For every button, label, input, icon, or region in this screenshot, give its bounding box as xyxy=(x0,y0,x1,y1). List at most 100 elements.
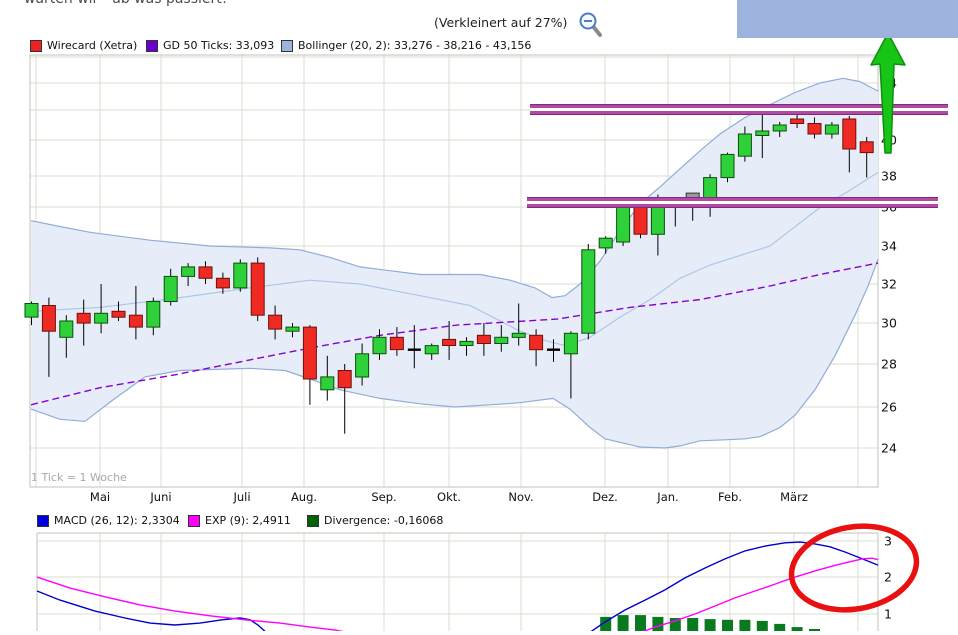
clipped-forum-title: warten wir - ab was passiert! xyxy=(24,0,324,7)
svg-text:24: 24 xyxy=(881,441,897,456)
svg-text:Mai: Mai xyxy=(90,490,110,504)
svg-text:2: 2 xyxy=(884,570,892,585)
candle xyxy=(424,345,439,355)
macd-grid xyxy=(36,532,879,631)
wirecard-swatch-icon xyxy=(30,39,42,52)
candle xyxy=(268,314,283,330)
candle xyxy=(511,332,526,338)
candle xyxy=(24,303,39,318)
highlight-rectangle xyxy=(737,0,958,38)
svg-text:Feb.: Feb. xyxy=(718,490,742,504)
svg-text:Jan.: Jan. xyxy=(656,490,678,504)
svg-text:30: 30 xyxy=(881,316,897,331)
candle xyxy=(476,334,491,344)
tick-resolution-note: 1 Tick = 1 Woche xyxy=(31,471,127,484)
candle xyxy=(633,204,648,235)
doji-candle xyxy=(547,348,560,351)
candle xyxy=(146,301,161,328)
candle xyxy=(842,118,857,150)
svg-text:28: 28 xyxy=(881,357,897,372)
resistance-line xyxy=(527,197,938,208)
svg-text:Dez.: Dez. xyxy=(592,490,618,504)
candle xyxy=(650,206,665,235)
candle xyxy=(181,266,196,277)
legend-item-exp: EXP (9): 2,4911 xyxy=(188,514,291,527)
svg-text:Aug.: Aug. xyxy=(291,490,317,504)
candle xyxy=(302,326,317,380)
macd-swatch-icon xyxy=(37,514,49,527)
candle xyxy=(389,336,404,351)
candle xyxy=(111,310,126,318)
svg-text:26: 26 xyxy=(881,400,897,415)
candle xyxy=(859,141,874,154)
candle xyxy=(233,262,248,289)
gd50-swatch-icon xyxy=(146,39,158,52)
svg-text:1: 1 xyxy=(884,607,892,622)
svg-text:34: 34 xyxy=(881,239,897,254)
candle xyxy=(198,266,213,279)
candle xyxy=(807,123,822,135)
candle xyxy=(41,305,56,332)
candle xyxy=(824,124,839,135)
svg-text:38: 38 xyxy=(881,169,897,184)
legend-item-bollinger: Bollinger (20, 2): 33,276 - 38,216 - 43,… xyxy=(281,39,531,52)
candle xyxy=(616,204,631,243)
divergence-swatch-icon xyxy=(307,514,319,527)
candle xyxy=(598,237,613,249)
candle xyxy=(772,124,787,132)
zoom-level-note: (Verkleinert auf 27%) xyxy=(434,15,568,30)
svg-text:März: März xyxy=(780,490,808,504)
legend-item-macd: MACD (26, 12): 2,3304 xyxy=(37,514,180,527)
candle xyxy=(459,340,474,346)
svg-text:32: 32 xyxy=(881,277,897,292)
candle xyxy=(755,130,770,136)
exp-swatch-icon xyxy=(188,514,200,527)
candle xyxy=(285,326,300,332)
candle xyxy=(442,338,457,346)
candle xyxy=(372,336,387,355)
red-circle-annotation xyxy=(788,523,920,613)
svg-text:Okt.: Okt. xyxy=(437,490,461,504)
candle xyxy=(337,370,352,389)
legend-item-divergence: Divergence: -0,16068 xyxy=(307,514,443,527)
svg-text:Juli: Juli xyxy=(232,490,250,504)
candle xyxy=(737,133,752,157)
macd-line xyxy=(36,590,267,633)
candle xyxy=(250,262,265,316)
candle xyxy=(94,312,109,324)
candle xyxy=(494,336,509,344)
macd-line xyxy=(589,541,879,633)
macd-axis-labels: 3 2 1 xyxy=(884,534,892,622)
exp-line xyxy=(36,576,348,633)
svg-text:Juni: Juni xyxy=(149,490,171,504)
candle xyxy=(128,314,143,328)
macd-histogram xyxy=(600,615,820,631)
doji-candle xyxy=(407,348,421,351)
candle xyxy=(581,249,596,334)
green-up-arrow xyxy=(870,32,906,154)
legend-item-wirecard: Wirecard (Xetra) xyxy=(30,39,137,52)
svg-text:Nov.: Nov. xyxy=(508,490,533,504)
candle xyxy=(76,312,91,324)
candle xyxy=(563,332,578,355)
month-axis-labels: Mai Juni Juli Aug. Sep. Okt. Nov. Dez. Jan. Feb. M… xyxy=(90,490,808,504)
candle xyxy=(215,277,230,289)
candle xyxy=(320,376,335,391)
zoom-out-icon[interactable] xyxy=(578,11,604,43)
candle xyxy=(355,353,370,378)
bollinger-swatch-icon xyxy=(281,39,293,52)
svg-text:3: 3 xyxy=(884,534,892,549)
svg-text:Sep.: Sep. xyxy=(371,490,396,504)
exp-line xyxy=(640,557,879,633)
candles-layer xyxy=(24,110,874,434)
candle xyxy=(529,334,544,351)
candle xyxy=(163,275,178,302)
gd50-line xyxy=(30,262,879,406)
candle xyxy=(790,118,805,124)
resistance-line xyxy=(530,104,948,115)
legend-item-gd50: GD 50 Ticks: 33,093 xyxy=(146,39,274,52)
candle xyxy=(59,320,74,338)
